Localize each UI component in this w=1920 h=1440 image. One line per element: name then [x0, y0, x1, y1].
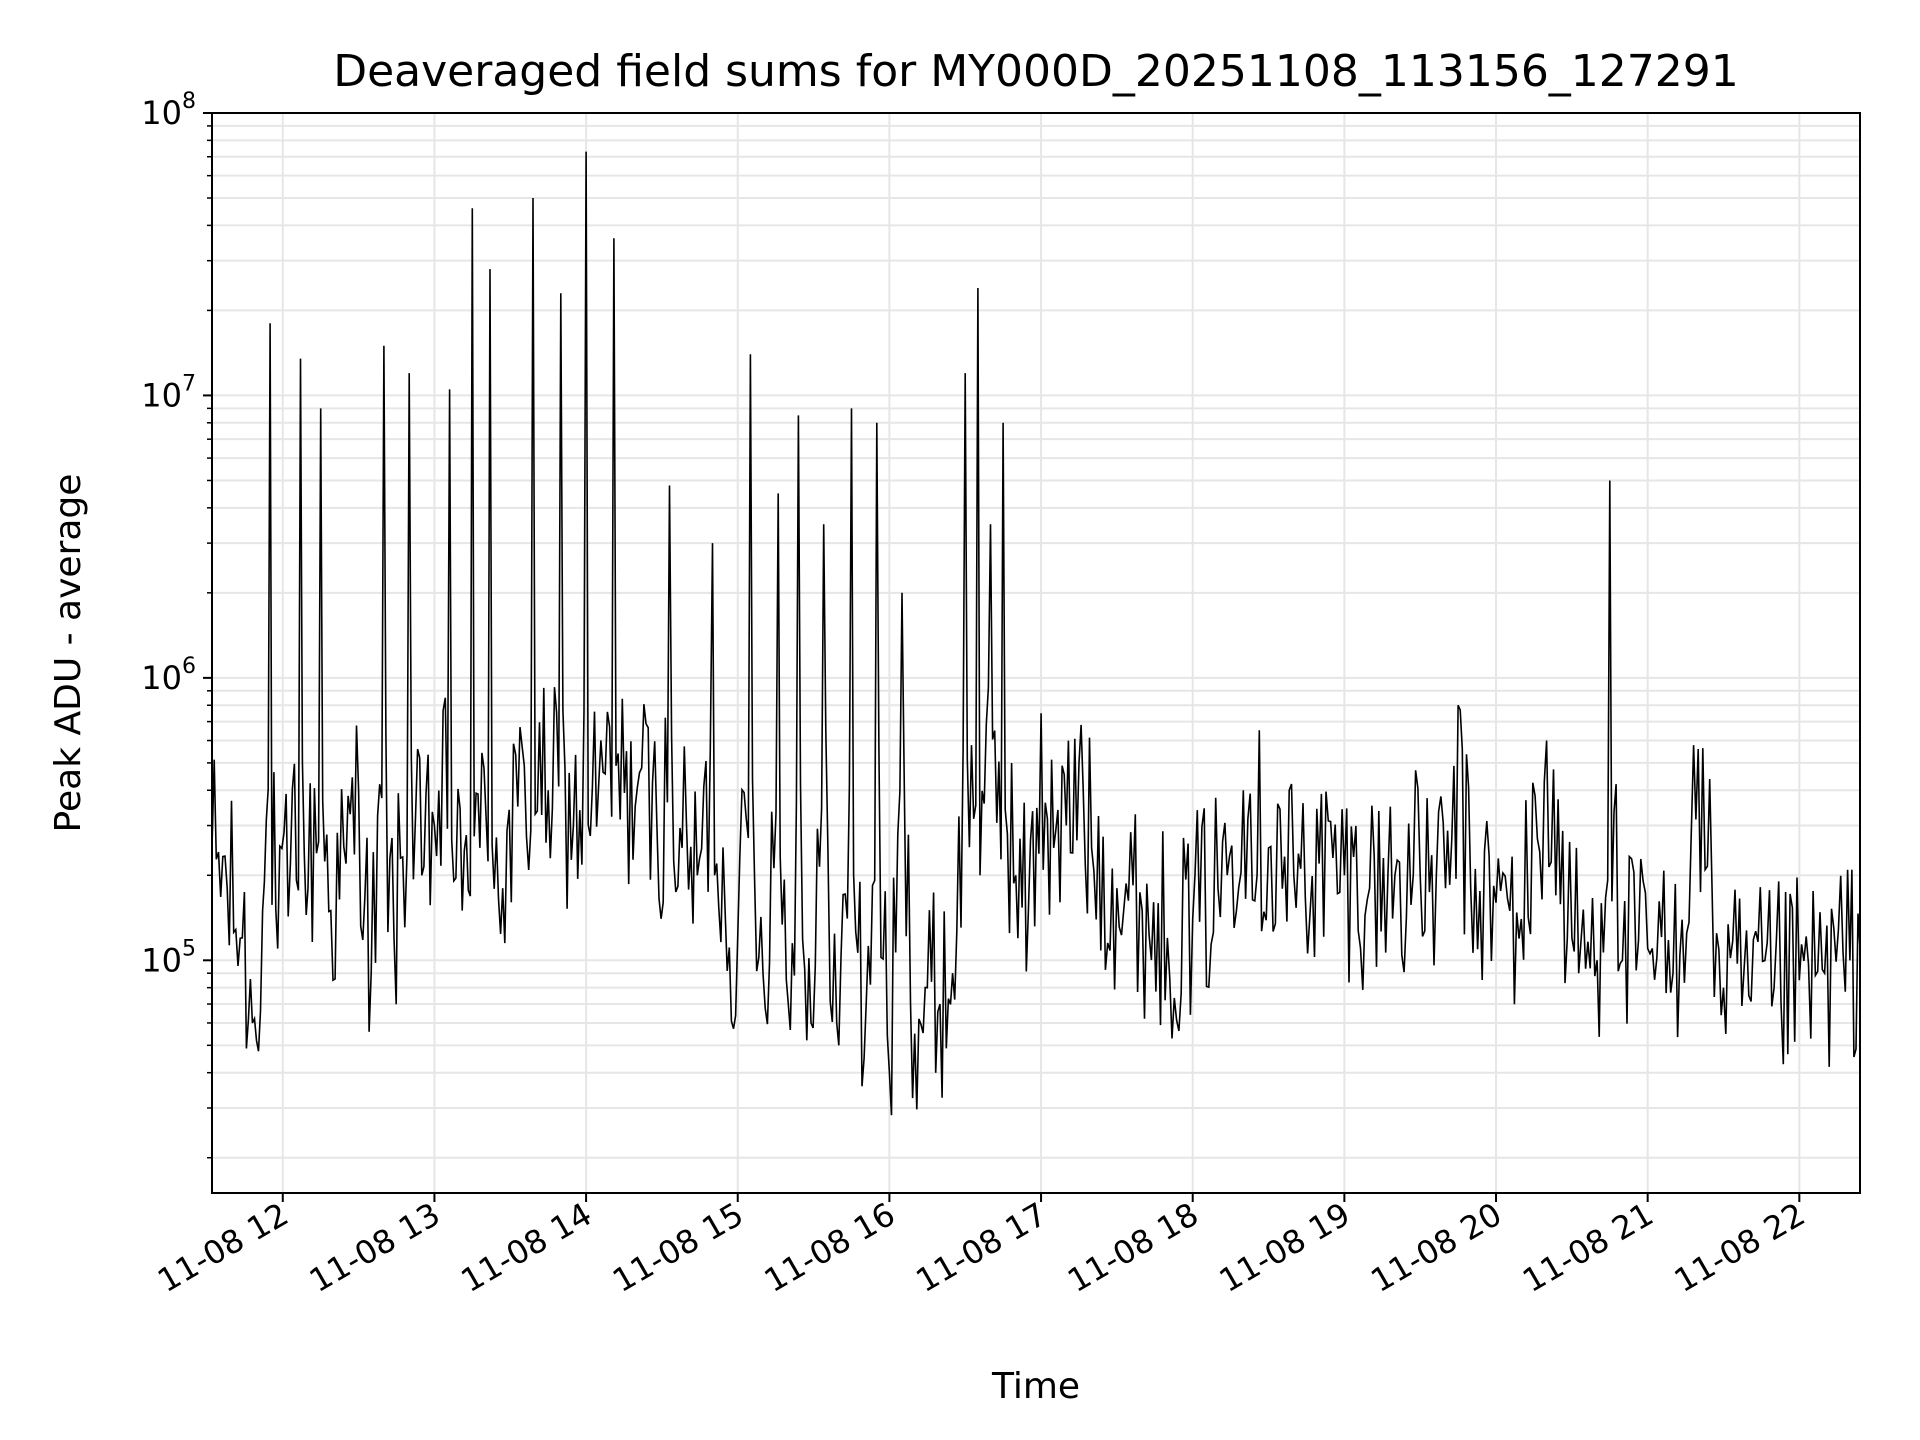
y-tick-label: 105: [141, 936, 196, 979]
data-layer: [211, 151, 1861, 1116]
y-axis-label: Peak ADU - average: [48, 474, 89, 833]
y-tick-label: 108: [141, 89, 196, 132]
chart-title: Deaveraged field sums for MY000D_2025110…: [333, 46, 1739, 97]
y-axis-ticks: 105 106 107 108: [141, 89, 212, 1159]
y-tick-label: 106: [141, 654, 196, 697]
series-line: [211, 151, 1861, 1116]
y-tick-label: 107: [141, 371, 196, 414]
plot-area-frame: [211, 112, 1861, 1194]
x-axis-label: Time: [991, 1366, 1080, 1407]
